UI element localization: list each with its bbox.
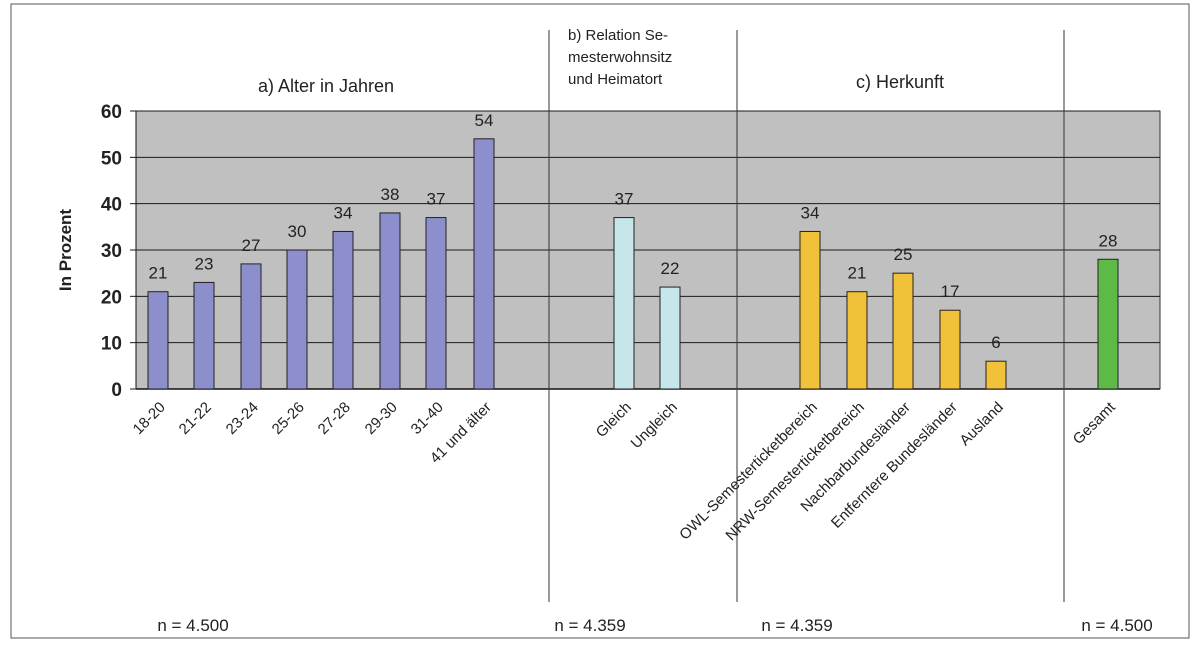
- data-label-c-1: 21: [848, 264, 867, 283]
- sample-size-total: n = 4.500: [1081, 616, 1152, 635]
- y-tick-label: 60: [101, 102, 122, 123]
- data-label-b-0: 37: [615, 190, 634, 209]
- group-title-b: und Heimatort: [568, 71, 663, 88]
- y-tick-label: 0: [111, 380, 122, 401]
- bar-a-3: [286, 249, 308, 390]
- data-label-c-3: 17: [941, 282, 960, 301]
- category-label-b-1: Ungleich: [628, 399, 681, 452]
- data-label-c-0: 34: [801, 203, 820, 222]
- group-title-a: a) Alter in Jahren: [258, 76, 394, 96]
- y-tick-label: 50: [101, 148, 122, 169]
- data-label-a-3: 30: [288, 222, 307, 241]
- bar-a-7: [473, 138, 495, 390]
- data-label-a-6: 37: [427, 190, 446, 209]
- bar-c-4: [985, 360, 1007, 390]
- data-label-a-2: 27: [242, 236, 261, 255]
- data-label-a-5: 38: [381, 185, 400, 204]
- sample-size-c: n = 4.359: [761, 616, 832, 635]
- bar-total-0: [1097, 258, 1119, 390]
- figure-border: [10, 3, 1190, 639]
- bar-b-1: [659, 286, 681, 390]
- bar-b-0: [613, 217, 635, 390]
- bar-a-0: [147, 291, 169, 390]
- category-label-a-4: 27-28: [315, 399, 354, 438]
- bar-a-6: [425, 217, 447, 390]
- sample-size-a: n = 4.500: [157, 616, 228, 635]
- category-label-a-0: 18-20: [130, 399, 169, 438]
- category-label-a-3: 25-26: [269, 399, 308, 438]
- data-label-a-7: 54: [475, 111, 494, 130]
- bar-c-0: [799, 230, 821, 390]
- data-label-a-4: 34: [334, 203, 353, 222]
- category-label-a-6: 31-40: [408, 399, 447, 438]
- bar-c-1: [846, 291, 868, 390]
- bar-a-5: [379, 212, 401, 390]
- group-title-b: mesterwohnsitz: [568, 49, 672, 66]
- category-label-a-5: 29-30: [362, 399, 401, 438]
- category-label-a-1: 21-22: [176, 399, 215, 438]
- data-label-c-4: 6: [991, 333, 1000, 352]
- data-label-total-0: 28: [1099, 231, 1118, 250]
- sample-size-b: n = 4.359: [554, 616, 625, 635]
- category-label-b-0: Gleich: [593, 399, 635, 441]
- data-label-c-2: 25: [894, 245, 913, 264]
- bar-a-1: [193, 281, 215, 390]
- bar-a-2: [240, 263, 262, 390]
- data-label-a-0: 21: [149, 264, 168, 283]
- data-label-b-1: 22: [661, 259, 680, 278]
- category-label-a-2: 23-24: [223, 399, 262, 438]
- y-tick-label: 30: [101, 241, 122, 262]
- y-tick-label: 40: [101, 195, 122, 216]
- bar-a-4: [332, 230, 354, 390]
- group-title-b: b) Relation Se-: [568, 27, 668, 44]
- y-tick-label: 10: [101, 334, 122, 355]
- y-tick-label: 20: [101, 287, 122, 308]
- y-axis-label: In Prozent: [56, 209, 75, 292]
- bar-c-2: [892, 272, 914, 390]
- bar-c-3: [939, 309, 961, 390]
- category-label-c-4: Ausland: [956, 399, 1006, 449]
- data-label-a-1: 23: [195, 254, 214, 273]
- category-label-total-0: Gesamt: [1070, 398, 1120, 448]
- group-title-c: c) Herkunft: [856, 72, 944, 92]
